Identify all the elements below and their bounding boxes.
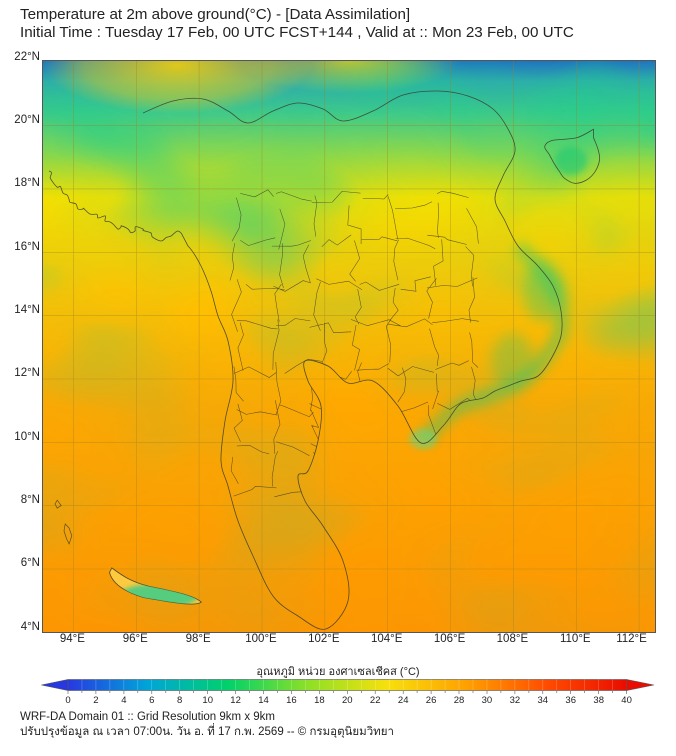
svg-text:4: 4 [121, 695, 126, 706]
svg-text:2: 2 [93, 695, 98, 706]
svg-text:12: 12 [230, 695, 241, 706]
svg-text:34: 34 [538, 695, 549, 706]
svg-text:26: 26 [426, 695, 437, 706]
svg-text:32: 32 [510, 695, 521, 706]
svg-text:18: 18 [314, 695, 325, 706]
svg-text:0: 0 [65, 695, 70, 706]
svg-text:20: 20 [342, 695, 353, 706]
svg-text:36: 36 [565, 695, 576, 706]
svg-text:22: 22 [370, 695, 381, 706]
svg-text:14: 14 [258, 695, 269, 706]
svg-text:24: 24 [398, 695, 409, 706]
svg-text:16: 16 [286, 695, 297, 706]
svg-text:28: 28 [454, 695, 465, 706]
svg-text:30: 30 [482, 695, 493, 706]
svg-text:6: 6 [149, 695, 154, 706]
svg-text:10: 10 [202, 695, 213, 706]
svg-text:38: 38 [593, 695, 604, 706]
svg-text:อุณหภูมิ หน่วย องศาเซลเชีคส (°: อุณหภูมิ หน่วย องศาเซลเชีคส (°C) [256, 666, 419, 678]
svg-text:8: 8 [177, 695, 182, 706]
svg-text:40: 40 [621, 695, 632, 706]
